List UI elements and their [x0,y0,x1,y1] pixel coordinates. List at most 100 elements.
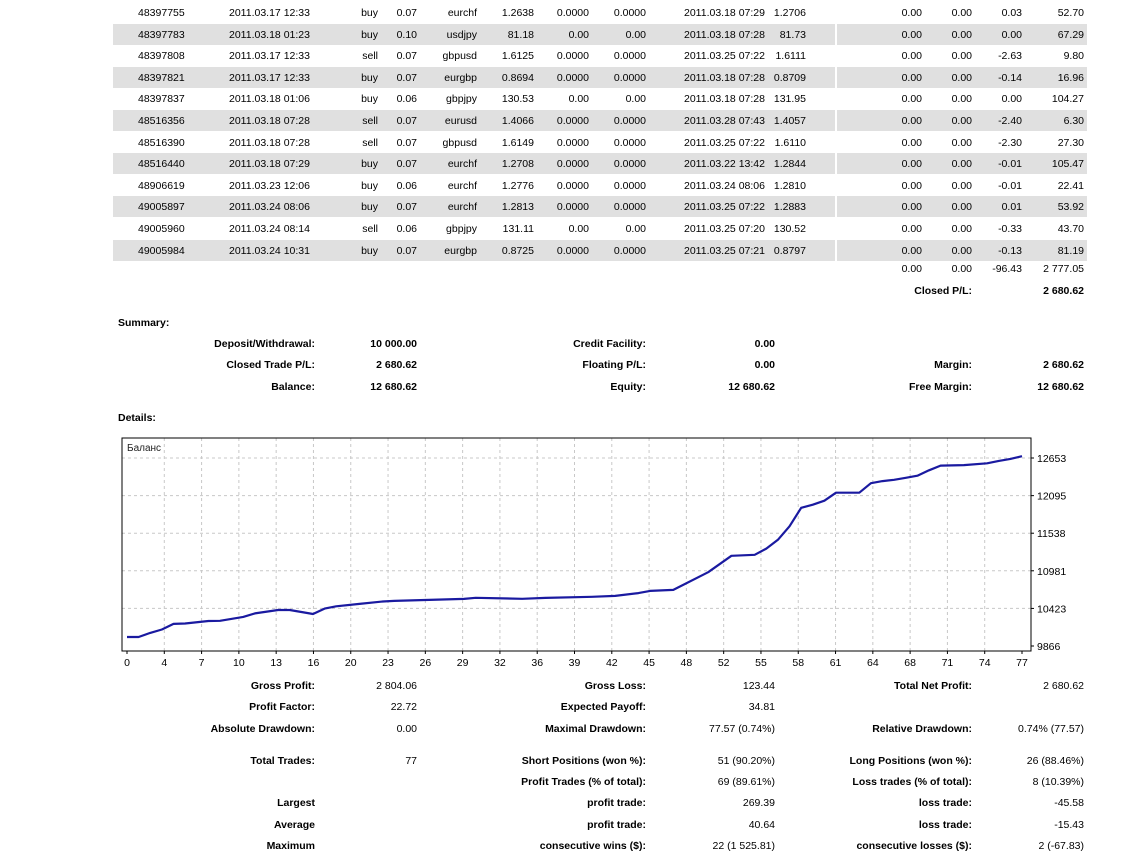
cell-taxes: 0.00 [951,72,972,84]
cell-take-profit: 0.0000 [613,158,646,170]
cell-close-time: 2011.03.28 07:43 [684,115,765,127]
cell-close-price: 131.95 [773,93,806,105]
cell-open-time: 2011.03.17 12:33 [229,7,310,19]
maximum-label: Maximum [266,840,315,852]
cell-item: eurchf [447,201,477,213]
plot-frame [121,437,1032,652]
cell-swap: -2.63 [998,50,1022,62]
cell-ticket: 48397783 [138,29,185,41]
cell-close-price: 1.2883 [773,201,806,213]
x-tick-label: 0 [124,657,130,668]
cell-close-price: 0.8709 [773,72,806,84]
cell-commission: 0.00 [901,223,922,235]
cell-type: sell [362,50,378,62]
cell-profit: 52.70 [1057,7,1084,19]
average-loss-label: loss trade: [918,819,972,831]
cell-commission: 0.00 [901,50,922,62]
max-dd-value: 77.57 (0.74%) [709,723,775,735]
gross-loss-label: Gross Loss: [584,680,646,692]
closed-pl-label: Closed P/L: [914,285,972,297]
cell-stop-loss: 0.0000 [556,50,589,62]
table-row [113,240,1087,261]
cell-profit: 6.30 [1063,115,1084,127]
cell-open-price: 1.4066 [501,115,534,127]
cell-profit: 53.92 [1057,201,1084,213]
x-tick-label: 39 [569,657,581,668]
table-row [113,153,1087,174]
cell-item: gbpusd [442,50,477,62]
cell-take-profit: 0.00 [625,29,646,41]
deposit-label: Deposit/Withdrawal: [214,338,315,350]
cell-type: buy [361,201,378,213]
cell-open-price: 0.8725 [501,245,534,257]
cell-taxes: 0.00 [951,115,972,127]
cell-take-profit: 0.0000 [613,245,646,257]
short-label: Short Positions (won %): [521,755,646,767]
cell-commission: 0.00 [901,115,922,127]
cell-ticket: 48516390 [138,137,185,149]
cell-commission: 0.00 [901,29,922,41]
cell-close-time: 2011.03.25 07:22 [684,201,765,213]
column-divider [835,24,837,45]
cell-type: sell [362,137,378,149]
cell-take-profit: 0.0000 [613,201,646,213]
balance-chart: 0 4 7 10 13 16 20 23 26 29 32 36 39 42 45 48 52 55 58 61 64 6… [121,437,1066,668]
cell-close-price: 1.2844 [773,158,806,170]
rel-dd-value: 0.74% (77.57) [1018,723,1084,735]
cell-commission: 0.00 [901,245,922,257]
cell-item: eurchf [447,7,477,19]
total-commission: 0.00 [901,263,922,275]
table-row [113,196,1087,217]
average-loss-value: -15.43 [1054,819,1084,831]
column-divider [835,240,837,261]
cell-profit: 22.41 [1057,180,1084,192]
x-tick-label: 77 [1016,657,1028,668]
cell-open-time: 2011.03.24 10:31 [229,245,310,257]
net-profit-label: Total Net Profit: [894,680,972,692]
free-margin-label: Free Margin: [908,381,972,393]
cell-stop-loss: 0.0000 [556,7,589,19]
equity-value-value: 12 680.62 [728,381,775,393]
cell-item: gbpjpy [446,93,477,105]
cell-close-time: 2011.03.25 07:22 [684,50,765,62]
average-profit-label: profit trade: [587,819,646,831]
floating-label: Floating P/L: [582,359,646,371]
cell-close-price: 1.6111 [775,50,806,62]
cell-commission: 0.00 [901,180,922,192]
cell-item: eurchf [447,180,477,192]
loss-trades-value: 8 (10.39%) [1032,776,1084,788]
balance-label: Balance: [271,381,315,393]
cell-stop-loss: 0.0000 [556,115,589,127]
cell-take-profit: 0.00 [625,223,646,235]
cell-type: buy [361,29,378,41]
y-tick-label: 12095 [1037,491,1066,503]
cell-stop-loss: 0.0000 [556,137,589,149]
cell-take-profit: 0.0000 [613,72,646,84]
cell-ticket: 48516440 [138,158,185,170]
largest-profit-label: profit trade: [587,797,646,809]
cell-swap: 0.03 [1001,7,1022,19]
cell-size: 0.06 [396,180,417,192]
y-tick-label: 11538 [1037,528,1066,540]
cell-open-price: 131.11 [502,223,534,235]
deposit-value-value: 10 000.00 [370,338,417,350]
balance-line [127,455,1023,639]
cell-taxes: 0.00 [951,50,972,62]
margin-value-value: 2 680.62 [1043,359,1084,371]
cell-size: 0.07 [396,137,417,149]
cell-profit: 43.70 [1057,223,1084,235]
cell-taxes: 0.00 [951,93,972,105]
table-row [113,24,1087,45]
cell-stop-loss: 0.00 [568,223,589,235]
cell-close-time: 2011.03.18 07:28 [684,72,765,84]
cell-swap: -0.14 [998,72,1022,84]
x-tick-label: 45 [643,657,655,668]
cell-profit: 104.27 [1051,93,1084,105]
gross-loss-value: 123.44 [742,680,775,692]
cell-profit: 81.19 [1057,245,1084,257]
short-value: 51 (90.20%) [717,755,775,767]
x-tick-label: 55 [755,657,767,668]
largest-label: Largest [277,797,315,809]
cell-swap: -0.01 [998,158,1022,170]
cell-open-price: 1.2813 [501,201,534,213]
